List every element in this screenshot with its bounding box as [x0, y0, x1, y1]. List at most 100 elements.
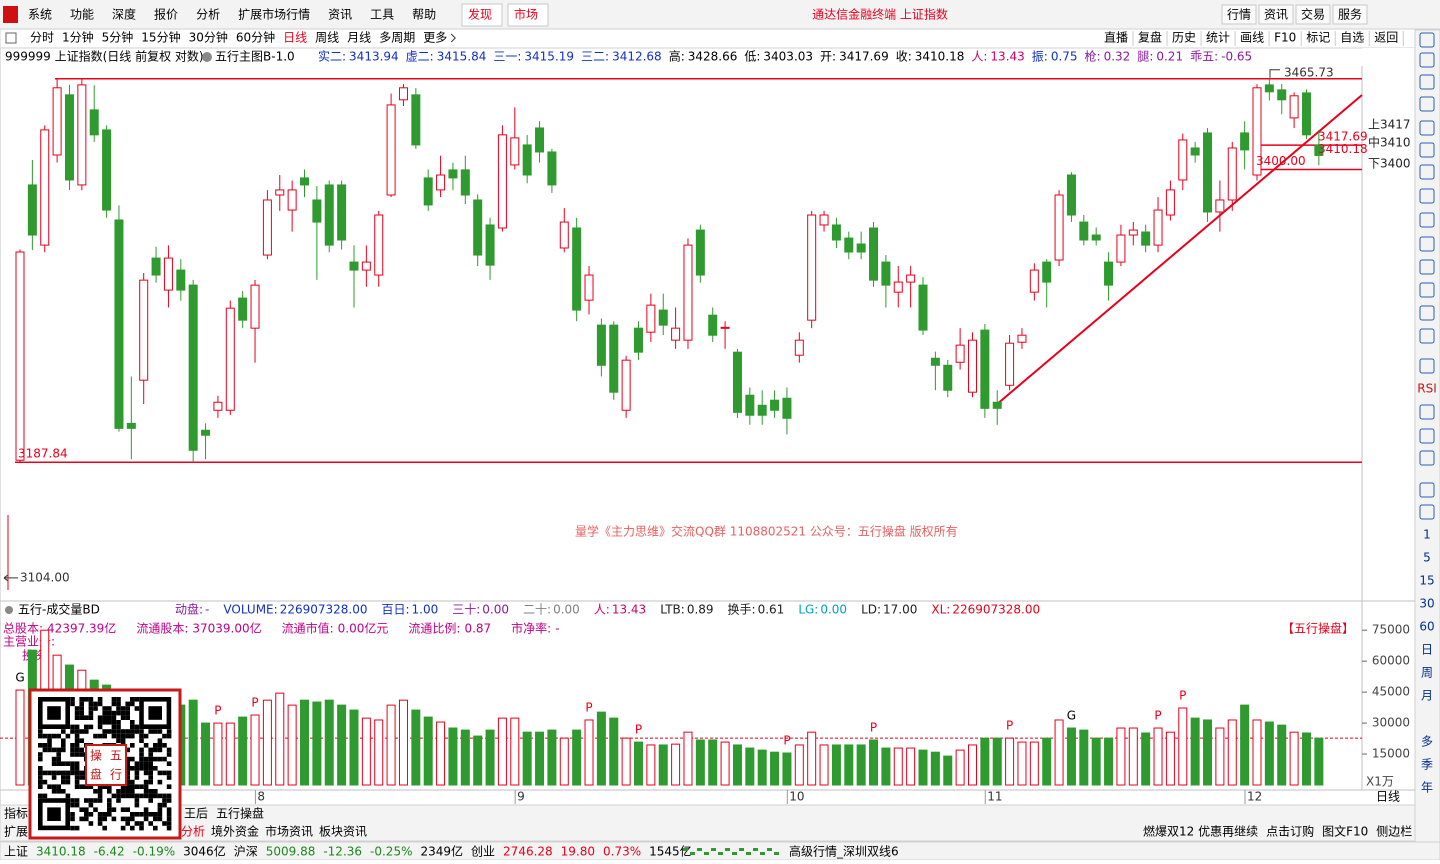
menu-button[interactable]	[1221, 4, 1257, 25]
sidebar-icon[interactable]	[1419, 52, 1435, 68]
sidebar-item[interactable]: 周	[1421, 666, 1433, 680]
menu-button-label[interactable]: 服务	[1338, 7, 1362, 22]
sidebar-item[interactable]: 60	[1419, 620, 1434, 634]
sidebar-icon[interactable]	[1419, 282, 1435, 298]
sidebar-item[interactable]: 5	[1423, 551, 1431, 565]
promo-link[interactable]: 图文F10	[1322, 824, 1368, 839]
menu-item[interactable]: 系统	[28, 8, 52, 22]
menu-item[interactable]: 工具	[370, 8, 394, 22]
sidebar-icon[interactable]	[1419, 428, 1435, 444]
menu-tab[interactable]	[461, 3, 503, 27]
qr-module	[134, 770, 140, 776]
qr-module	[88, 697, 94, 702]
tool-button[interactable]: 标记	[1306, 31, 1330, 45]
sidebar-icon[interactable]	[1419, 358, 1435, 374]
sidebar-item[interactable]: 季	[1421, 758, 1433, 772]
candle-body	[1153, 209, 1163, 246]
bottom-tab[interactable]: 分析	[181, 825, 205, 839]
bottom-tab[interactable]: 板块资讯	[319, 825, 367, 839]
sidebar-item[interactable]: 1	[1423, 528, 1431, 542]
menu-item[interactable]: 资讯	[328, 8, 352, 22]
bottom-tab[interactable]: 王后	[184, 807, 208, 821]
sidebar-icon[interactable]	[1419, 404, 1435, 420]
menu-button[interactable]	[1332, 4, 1368, 25]
volume-bar	[411, 709, 421, 786]
sidebar-icon[interactable]	[1419, 305, 1435, 321]
sidebar-icon[interactable]	[1419, 74, 1435, 90]
menu-tab-label[interactable]: 发现	[468, 7, 492, 22]
menu-item[interactable]: 深度	[112, 7, 136, 22]
sidebar-icon[interactable]	[1419, 236, 1435, 252]
sidebar-icon[interactable]	[1419, 482, 1435, 498]
menu-item[interactable]: 功能	[70, 8, 94, 22]
sidebar-icon[interactable]	[1419, 259, 1435, 275]
menu-tab-label[interactable]: 市场	[514, 7, 538, 22]
tool-button[interactable]: 直播	[1104, 31, 1128, 45]
period-tab[interactable]: 30分钟	[189, 30, 228, 45]
bottom-tab[interactable]: 境外资金	[211, 824, 259, 839]
sidebar-icon[interactable]	[1419, 32, 1435, 48]
bottom-tab[interactable]: 市场资讯	[265, 824, 313, 839]
sidebar-icon[interactable]	[1419, 96, 1435, 112]
sidebar-icon[interactable]	[1419, 504, 1435, 520]
sidebar-icon[interactable]	[1419, 120, 1435, 136]
period-tab[interactable]: 更多	[423, 31, 447, 45]
volume-stat: VOLUME:	[223, 603, 277, 617]
period-tab[interactable]: 1分钟	[62, 30, 94, 45]
promo-link[interactable]: 燃爆双12 优惠再继续	[1143, 824, 1258, 839]
period-tab[interactable]: 15分钟	[141, 30, 180, 45]
sidebar-item[interactable]: RSI	[1417, 382, 1437, 396]
period-tab[interactable]: 日线	[283, 31, 307, 45]
sidebar-icon[interactable]	[1419, 328, 1435, 344]
sidebar-icon[interactable]	[1419, 188, 1435, 204]
sidebar-item[interactable]: 年	[1421, 781, 1433, 795]
sidebar-item[interactable]: 30	[1419, 597, 1434, 611]
menu-tab[interactable]	[507, 3, 549, 27]
promo-link[interactable]: 侧边栏	[1376, 824, 1412, 839]
tool-button[interactable]: 统计	[1206, 31, 1230, 45]
menu-button-label[interactable]: 资讯	[1264, 8, 1288, 22]
period-tab[interactable]: 60分钟	[236, 30, 275, 45]
sidebar-item[interactable]: 日	[1421, 643, 1433, 657]
bottom-tab[interactable]: 五行操盘	[216, 806, 264, 821]
menu-item[interactable]: 报价	[154, 7, 178, 22]
period-tab[interactable]: 周线	[315, 31, 339, 45]
period-label[interactable]: 日线	[1376, 790, 1400, 804]
tool-button[interactable]: 历史	[1172, 31, 1196, 45]
bottom-tab[interactable]: 指标	[4, 806, 28, 821]
tool-button[interactable]: 返回	[1374, 31, 1398, 45]
period-tab[interactable]: 月线	[347, 31, 371, 45]
sidebar-item[interactable]: 15	[1419, 574, 1434, 588]
qr-module	[79, 807, 84, 812]
tool-button[interactable]: 自选	[1340, 31, 1364, 45]
bottom-tab[interactable]: 扩展	[4, 825, 28, 839]
sidebar-item[interactable]: 月	[1421, 689, 1433, 703]
menu-button-label[interactable]: 交易	[1301, 7, 1325, 22]
tool-button[interactable]: 画线	[1240, 31, 1264, 45]
volume-stat: LD:	[861, 603, 881, 617]
sidebar-icon[interactable]	[1419, 212, 1435, 228]
tool-button[interactable]: F10	[1274, 31, 1296, 45]
menu-item[interactable]: 扩展市场行情	[238, 7, 310, 22]
period-tab[interactable]: 多周期	[379, 31, 415, 45]
candle-body	[262, 199, 272, 256]
menu-button[interactable]	[1258, 4, 1294, 25]
candle-body	[423, 177, 433, 206]
candle-body	[943, 364, 953, 391]
qr-module	[47, 738, 52, 743]
sidebar-icon[interactable]	[1419, 164, 1435, 180]
menu-item[interactable]: 帮助	[412, 8, 436, 22]
menu-button-label[interactable]: 行情	[1227, 8, 1251, 22]
sidebar-icon[interactable]	[1419, 450, 1435, 466]
menu-button[interactable]	[1295, 4, 1331, 25]
period-tab[interactable]: 5分钟	[102, 30, 134, 45]
qr-module	[102, 812, 107, 817]
menu-item[interactable]: 分析	[196, 8, 220, 22]
sidebar-icon[interactable]	[1419, 142, 1435, 158]
qr-module	[111, 733, 117, 739]
period-tab[interactable]: 分时	[30, 31, 54, 45]
promo-link[interactable]: 点击订购	[1266, 824, 1314, 839]
tool-button[interactable]: 复盘	[1138, 30, 1162, 45]
sidebar-item[interactable]: 多	[1421, 735, 1433, 749]
candle-body	[658, 309, 668, 326]
